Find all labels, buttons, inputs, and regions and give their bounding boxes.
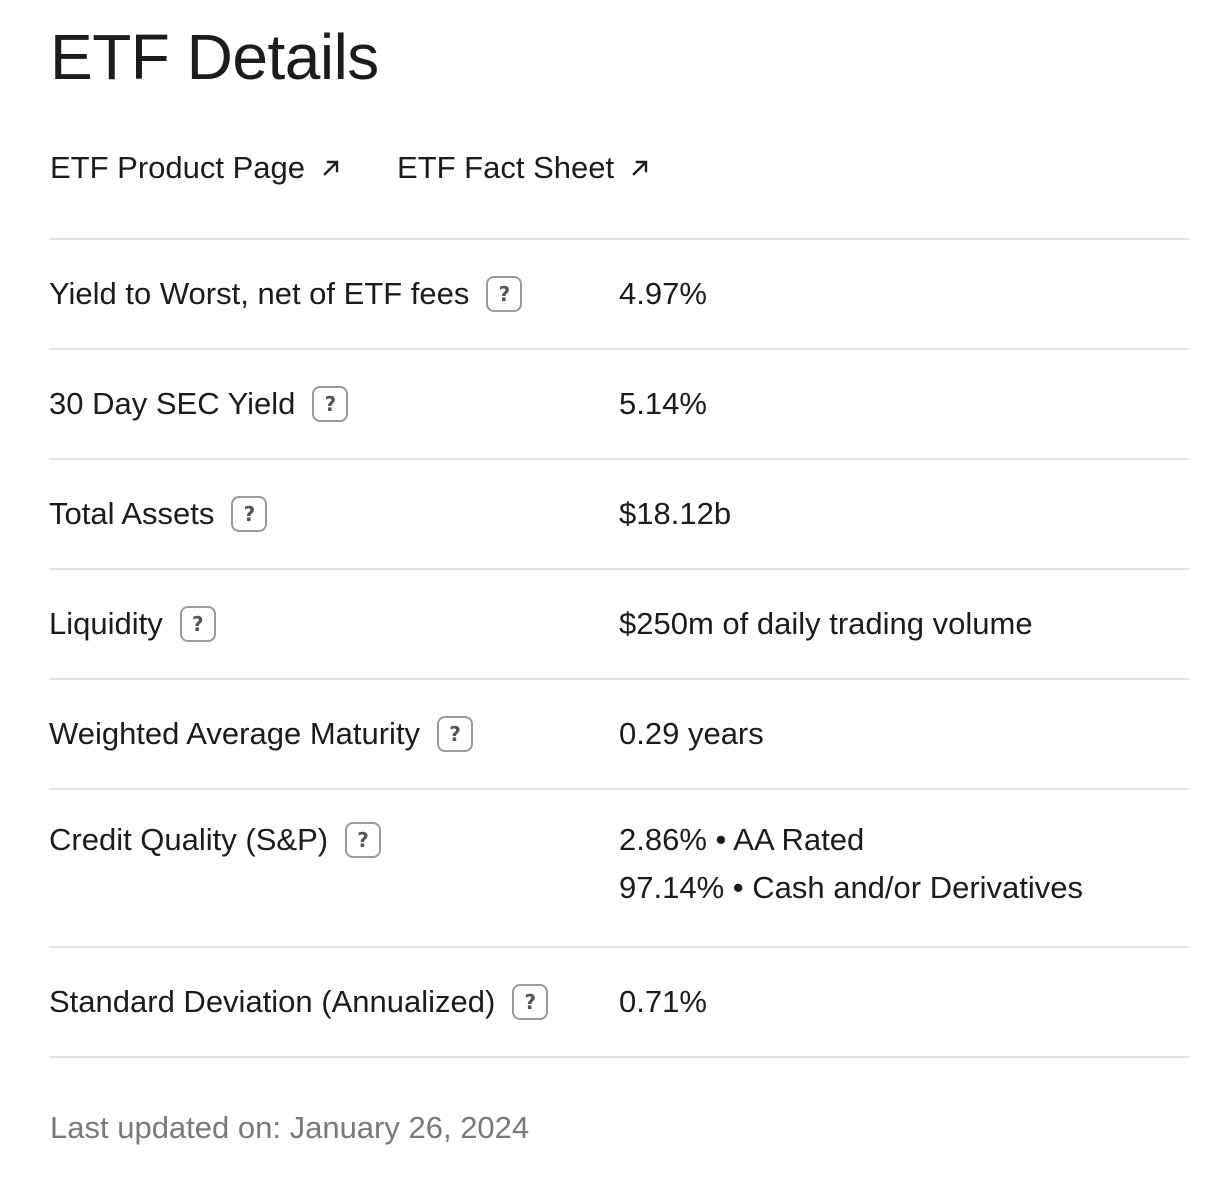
help-icon[interactable]: ? <box>312 386 349 422</box>
row-label-cell: Standard Deviation (Annualized) ? <box>49 980 619 1024</box>
help-icon[interactable]: ? <box>437 716 474 752</box>
page-title: ETF Details <box>50 21 379 93</box>
row-label-cell: Liquidity ? <box>49 602 619 646</box>
credit-quality-cash-value: 97.14% • Cash and/or Derivatives <box>619 870 1084 905</box>
weighted-average-maturity-value: 0.29 years <box>619 716 764 751</box>
etf-product-page-label: ETF Product Page <box>50 150 306 185</box>
external-link-arrow-icon <box>323 160 339 176</box>
yield-to-worst-value: 4.97% <box>619 276 707 311</box>
table-row: Total Assets ? $18.12b <box>49 460 1189 570</box>
liquidity-label: Liquidity <box>49 606 163 641</box>
total-assets-value: $18.12b <box>619 496 732 531</box>
help-icon[interactable]: ? <box>231 496 268 532</box>
help-icon[interactable]: ? <box>512 984 549 1020</box>
table-row: Weighted Average Maturity ? 0.29 years <box>49 680 1189 790</box>
liquidity-value: $250m of daily trading volume <box>619 606 1033 641</box>
yield-to-worst-label: Yield to Worst, net of ETF fees <box>49 276 470 311</box>
standard-deviation-label: Standard Deviation (Annualized) <box>49 984 496 1019</box>
table-row: 30 Day SEC Yield ? 5.14% <box>49 350 1189 460</box>
sec-yield-value: 5.14% <box>619 386 707 421</box>
total-assets-label: Total Assets <box>49 496 215 531</box>
row-label-cell: Total Assets ? <box>49 492 619 536</box>
table-row: Credit Quality (S&P) ? 2.86% • AA Rated … <box>49 790 1189 948</box>
help-icon[interactable]: ? <box>179 606 216 642</box>
row-label-cell: Credit Quality (S&P) ? <box>49 818 619 862</box>
credit-quality-label: Credit Quality (S&P) <box>49 822 329 857</box>
external-link-arrow-icon <box>632 160 648 176</box>
weighted-average-maturity-label: Weighted Average Maturity <box>49 716 421 751</box>
row-label-cell: Yield to Worst, net of ETF fees ? <box>49 272 619 316</box>
row-label-cell: 30 Day SEC Yield ? <box>49 382 619 426</box>
row-label-cell: Weighted Average Maturity ? <box>49 712 619 756</box>
etf-details-table: Yield to Worst, net of ETF fees ? 4.97% … <box>49 238 1189 1058</box>
table-row: Standard Deviation (Annualized) ? 0.71% <box>49 948 1189 1058</box>
table-row: Liquidity ? $250m of daily trading volum… <box>49 570 1189 680</box>
table-row: Yield to Worst, net of ETF fees ? 4.97% <box>49 240 1189 350</box>
last-updated-text: Last updated on: January 26, 2024 <box>50 1110 530 1145</box>
credit-quality-aa-value: 2.86% • AA Rated <box>619 822 865 857</box>
etf-fact-sheet-link[interactable]: ETF Fact Sheet <box>397 148 650 188</box>
credit-quality-values: 2.86% • AA Rated 97.14% • Cash and/or De… <box>619 818 1083 912</box>
help-icon[interactable]: ? <box>345 822 382 858</box>
etf-fact-sheet-label: ETF Fact Sheet <box>397 150 615 185</box>
etf-product-page-link[interactable]: ETF Product Page <box>50 148 341 188</box>
help-icon[interactable]: ? <box>486 276 523 312</box>
sec-yield-label: 30 Day SEC Yield <box>49 386 296 421</box>
external-links: ETF Product Page ETF Fact Sheet <box>50 146 650 190</box>
standard-deviation-value: 0.71% <box>619 984 707 1019</box>
